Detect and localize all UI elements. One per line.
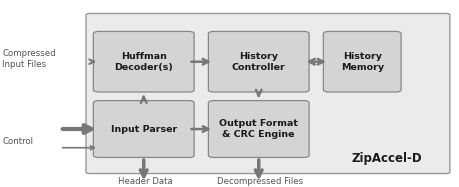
Text: Output Format
& CRC Engine: Output Format & CRC Engine [219,119,297,139]
FancyBboxPatch shape [323,31,400,92]
FancyBboxPatch shape [93,101,194,157]
Text: Header Data: Header Data [117,177,172,186]
FancyBboxPatch shape [208,101,308,157]
FancyBboxPatch shape [93,31,194,92]
Text: Compressed
Input Files: Compressed Input Files [2,49,56,69]
Text: History
Controller: History Controller [231,52,285,72]
FancyBboxPatch shape [208,31,308,92]
Text: Huffman
Decoder(s): Huffman Decoder(s) [114,52,173,72]
Text: Input Parser: Input Parser [110,125,177,134]
Text: Control: Control [2,137,33,146]
FancyBboxPatch shape [86,13,449,174]
Text: History
Memory: History Memory [340,52,383,72]
Text: Decompressed Files: Decompressed Files [216,177,302,186]
Text: ZipAccel-D: ZipAccel-D [350,151,421,165]
